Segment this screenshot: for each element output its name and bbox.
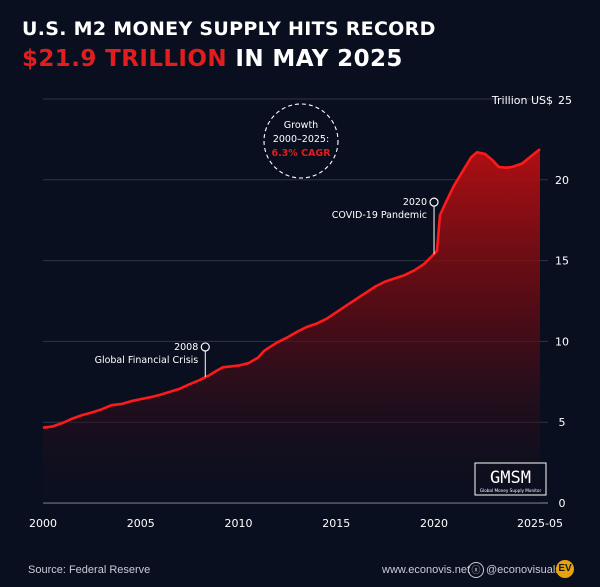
gmsm-watermark: GMSM Global Money Supply Monitor xyxy=(474,462,547,496)
x-tick-label: 2025-05 xyxy=(517,517,563,530)
x-tick-label: 2015 xyxy=(322,517,350,530)
y-axis: 0 5 10 15 20 25 xyxy=(555,94,572,510)
source-text: Source: Federal Reserve xyxy=(28,564,151,576)
y-tick-label: 15 xyxy=(555,255,569,268)
y-tick-label: 20 xyxy=(555,174,569,187)
badge-line1: Growth xyxy=(284,120,318,131)
econovis-logo-icon: EV xyxy=(556,560,574,578)
y-tick-label: 25 xyxy=(558,94,572,107)
annotation-gfc-year: 2008 xyxy=(174,342,198,353)
watermark-main: GMSM xyxy=(490,468,531,488)
y-tick-label: 0 xyxy=(559,497,566,510)
annotation-covid-text: COVID-19 Pandemic xyxy=(332,210,427,221)
x-social-icon[interactable]: ⓧ xyxy=(468,562,484,578)
area-fill xyxy=(43,149,540,503)
m2-area-chart: 0 5 10 15 20 25 2000 2005 2010 2015 2020 2025-05 T… xyxy=(29,94,572,530)
social-handle[interactable]: @econovisuals xyxy=(486,564,561,576)
growth-cagr-badge: Growth 2000–2025: 6.3% CAGR xyxy=(263,103,339,179)
annotation-gfc: 2008 Global Financial Crisis xyxy=(95,342,210,377)
x-tick-label: 2005 xyxy=(127,517,155,530)
annotation-covid: 2020 COVID-19 Pandemic xyxy=(332,197,439,255)
chart-title-line1: U.S. M2 MONEY SUPPLY HITS RECORD xyxy=(22,18,436,40)
m2-series-line xyxy=(42,148,541,429)
footer: Source: Federal Reserve www.econovis.net… xyxy=(0,552,600,587)
annotation-covid-year: 2020 xyxy=(403,197,427,208)
title-highlight: $21.9 TRILLION xyxy=(22,46,227,72)
badge-line2: 2000–2025: xyxy=(273,134,329,145)
x-axis: 2000 2005 2010 2015 2020 2025-05 xyxy=(29,517,563,530)
website-link[interactable]: www.econovis.net xyxy=(382,564,471,576)
x-tick-label: 2000 xyxy=(29,517,57,530)
badge-line3: 6.3% CAGR xyxy=(271,148,331,159)
y-tick-label: 5 xyxy=(559,416,566,429)
watermark-sub: Global Money Supply Monitor xyxy=(480,488,542,493)
annotation-gfc-text: Global Financial Crisis xyxy=(95,355,199,366)
x-tick-label: 2010 xyxy=(225,517,253,530)
y-axis-label: Trillion US$ xyxy=(491,94,553,107)
x-tick-label: 2020 xyxy=(420,517,448,530)
y-tick-label: 10 xyxy=(555,335,569,348)
chart-title-line2: $21.9 TRILLION IN MAY 2025 xyxy=(22,46,403,72)
title-rest: IN MAY 2025 xyxy=(235,46,403,72)
